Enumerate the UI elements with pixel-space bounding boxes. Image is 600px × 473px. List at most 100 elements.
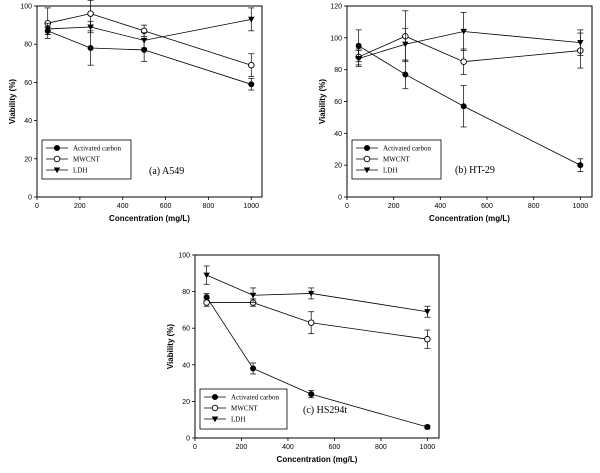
legend-label: Activated carbon [231,394,280,402]
data-point [363,144,370,151]
x-tick-label: 800 [203,203,215,210]
data-point [248,16,255,23]
data-point [211,393,218,400]
data-point [87,24,94,31]
data-point [577,162,584,169]
plot-frame [194,254,440,439]
data-point [203,299,210,306]
chart-panel-2: 0 200 400 600 800 1000 0 20 40 60 80 100 120 Concentr… [318,4,593,223]
legend: Activated carbon MWCNT LDH [199,388,288,430]
legend-label: Activated carbon [383,145,432,153]
legend-label: MWCNT [231,405,259,413]
series-line [206,296,428,428]
legend-label: LDH [73,167,87,175]
data-point [402,41,409,48]
data-point [402,71,409,78]
panel-label: (b) HT-29 [455,165,495,176]
plot-frame [36,5,263,198]
data-point [577,40,584,46]
x-tick-label: 600 [160,203,172,210]
series-line [358,45,581,166]
data-point [87,45,94,52]
data-point [460,103,467,110]
y-axis-title: Viability (%) [166,324,175,370]
y-tick-label: 60 [182,326,190,333]
y-tick-label: 0 [186,436,190,443]
legend-label: MWCNT [73,156,101,164]
y-tick-label: 100 [20,4,32,11]
data-point [355,55,362,62]
series-line [206,302,428,340]
series-line [206,274,428,313]
y-tick-label: 100 [330,35,342,42]
data-point [424,335,431,343]
data-point [424,309,431,315]
x-tick-label: 1000 [420,444,436,451]
legend-label: MWCNT [383,156,411,164]
data-point [363,155,371,163]
x-tick-label: 400 [117,203,129,210]
data-point [87,10,94,17]
data-point [307,319,315,326]
y-tick-label: 20 [334,163,342,170]
panel-label: (c) HS294t [303,405,347,416]
chart-panel-3: 0 200 400 600 800 1000 0 20 40 60 80 100 Concentrati… [166,253,440,464]
x-tick-label: 0 [35,203,39,210]
series-open-circle [44,0,255,78]
data-point [248,81,255,88]
y-tick-label: 80 [182,289,190,296]
x-tick-label: 600 [329,444,341,451]
x-tick-label: 600 [481,203,493,210]
legend: Activated carbon MWCNT LDH [351,139,442,180]
data-point [211,404,219,412]
x-tick-label: 800 [375,444,387,451]
x-tick-label: 0 [193,444,197,451]
panel-label: (a) A549 [149,166,184,177]
data-point [248,61,255,69]
data-point [140,37,148,44]
data-point [54,144,61,151]
series-filled-circle [44,26,255,91]
y-tick-label: 20 [182,399,190,406]
x-axis-title: Concentration (mg/L) [109,214,190,223]
y-tick-label: 100 [178,253,190,260]
x-axis-title: Concentration (mg/L) [277,455,358,464]
data-point [307,290,315,297]
y-tick-label: 80 [334,67,342,74]
x-tick-label: 0 [345,203,349,210]
series-line [47,18,252,41]
legend-label: LDH [383,167,397,175]
data-point [203,272,210,279]
series-filled-triangle-down [355,12,584,67]
series-line [47,30,252,85]
x-axis-title: Concentration (mg/L) [429,214,510,223]
y-tick-label: 40 [24,118,32,125]
y-tick-label: 40 [334,131,342,138]
x-tick-label: 400 [434,203,446,210]
series-filled-triangle-down [44,7,255,49]
data-point [250,365,257,372]
data-point [211,416,219,423]
legend-label: Activated carbon [73,145,122,153]
series-open-circle [203,298,431,349]
data-point [355,42,362,49]
data-point [460,58,467,65]
y-tick-label: 0 [28,195,32,202]
x-tick-label: 400 [282,444,294,451]
series-line [47,13,252,66]
legend-label: LDH [231,416,245,424]
y-tick-label: 120 [330,4,342,11]
series-filled-triangle-down [203,265,431,318]
y-axis-title: Viability (%) [8,79,17,125]
y-tick-label: 80 [24,42,32,49]
x-tick-label: 1000 [243,203,259,210]
data-point [249,292,257,299]
data-point [424,424,431,431]
y-tick-label: 0 [338,195,342,202]
x-tick-label: 200 [74,203,86,210]
x-tick-label: 200 [388,203,400,210]
y-tick-label: 20 [24,156,32,163]
series-line [358,31,581,59]
data-point [44,26,51,33]
